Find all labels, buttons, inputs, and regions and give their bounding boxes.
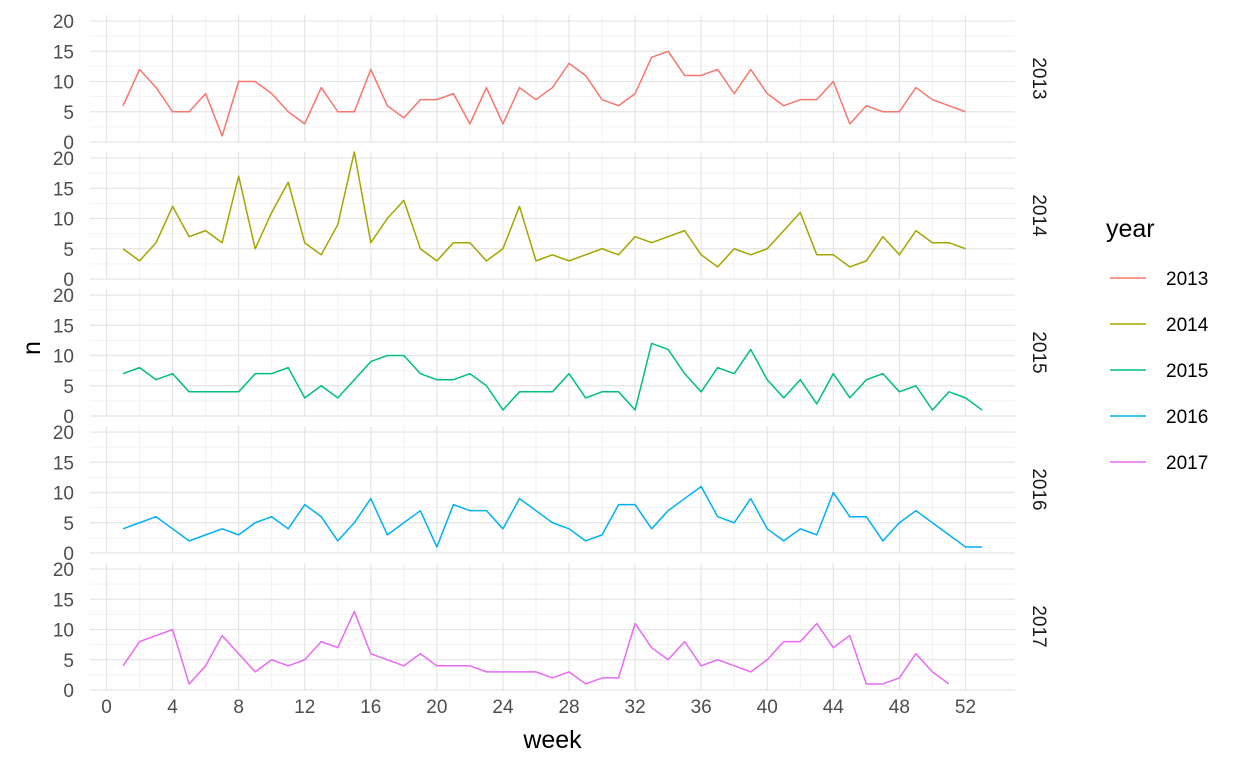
series-line-2013 <box>122 50 966 137</box>
y-tick-label: 15 <box>53 590 74 611</box>
y-tick-label: 15 <box>53 42 74 63</box>
y-axis-title: n <box>18 341 46 355</box>
x-tick-label: 28 <box>558 697 579 718</box>
y-tick-label: 20 <box>53 560 74 581</box>
legend-label-2014: 2014 <box>1166 315 1209 336</box>
y-tick-label: 15 <box>53 179 74 200</box>
y-tick-label: 0 <box>63 270 74 291</box>
legend-label-2013: 2013 <box>1166 269 1208 290</box>
y-tick-label: 10 <box>53 347 74 368</box>
x-tick-label: 32 <box>625 697 646 718</box>
y-tick-label: 10 <box>53 210 74 231</box>
facet-strip-label: 2013 <box>1028 57 1049 99</box>
facet-panel-2015: 0 5 10 15 20 2015 <box>53 286 1049 428</box>
x-tick-label: 44 <box>823 697 845 718</box>
x-tick-label: 48 <box>889 697 910 718</box>
y-tick-label: 0 <box>63 133 74 154</box>
y-tick-label: 0 <box>63 544 74 565</box>
facet-panel-2017: 0 5 10 15 20 2017 <box>53 560 1049 702</box>
facet-strip-label: 2017 <box>1028 605 1049 647</box>
y-tick-label: 20 <box>53 12 74 33</box>
series-line-2015 <box>122 342 983 411</box>
facet-panels: 0510152020130510152020140510152020150510… <box>53 12 1049 702</box>
facet-panel-2013: 0 5 10 15 20 2013 <box>53 12 1049 154</box>
y-tick-label: 10 <box>53 73 74 94</box>
y-tick-label: 0 <box>63 407 74 428</box>
facet-strip-label: 2014 <box>1028 194 1049 237</box>
legend-label-2017: 2017 <box>1166 453 1208 474</box>
y-tick-label: 0 <box>63 681 74 702</box>
x-tick-label: 12 <box>294 697 315 718</box>
series-line-2016 <box>122 485 982 548</box>
x-tick-label: 16 <box>360 697 381 718</box>
x-axis-title: week <box>522 726 582 754</box>
y-tick-label: 5 <box>63 377 74 398</box>
x-axis: 0 4 8 12 16 20 24 28 32 36 40 44 48 52 <box>101 697 976 718</box>
y-tick-label: 5 <box>63 240 74 261</box>
x-tick-label: 0 <box>101 697 112 718</box>
y-tick-label: 20 <box>53 286 74 307</box>
legend-label-2015: 2015 <box>1166 361 1208 382</box>
y-tick-label: 15 <box>53 453 74 474</box>
legend-title: year <box>1106 215 1155 243</box>
y-tick-label: 5 <box>63 514 74 535</box>
facet-panel-2016: 0 5 10 15 20 2016 <box>53 423 1049 565</box>
y-tick-label: 10 <box>53 621 74 642</box>
x-tick-label: 40 <box>757 697 778 718</box>
x-tick-label: 24 <box>492 697 514 718</box>
x-tick-label: 52 <box>955 697 976 718</box>
x-tick-label: 8 <box>233 697 244 718</box>
facet-strip-label: 2016 <box>1028 468 1049 510</box>
y-tick-label: 15 <box>53 316 74 337</box>
y-tick-label: 5 <box>63 651 74 672</box>
legend-label-2016: 2016 <box>1166 407 1208 428</box>
x-tick-label: 36 <box>691 697 712 718</box>
y-tick-label: 5 <box>63 103 74 124</box>
legend: year 2013 2014 2015 2016 2017 <box>1106 215 1209 474</box>
series-line-2014 <box>122 151 966 268</box>
x-tick-label: 4 <box>167 697 178 718</box>
y-tick-label: 10 <box>53 484 74 505</box>
y-tick-label: 20 <box>53 423 74 444</box>
x-tick-label: 20 <box>426 697 447 718</box>
facet-panel-2014: 0 5 10 15 20 2014 <box>53 149 1049 291</box>
y-tick-label: 20 <box>53 149 74 170</box>
facet-strip-label: 2015 <box>1028 331 1049 373</box>
series-line-2017 <box>122 610 950 685</box>
